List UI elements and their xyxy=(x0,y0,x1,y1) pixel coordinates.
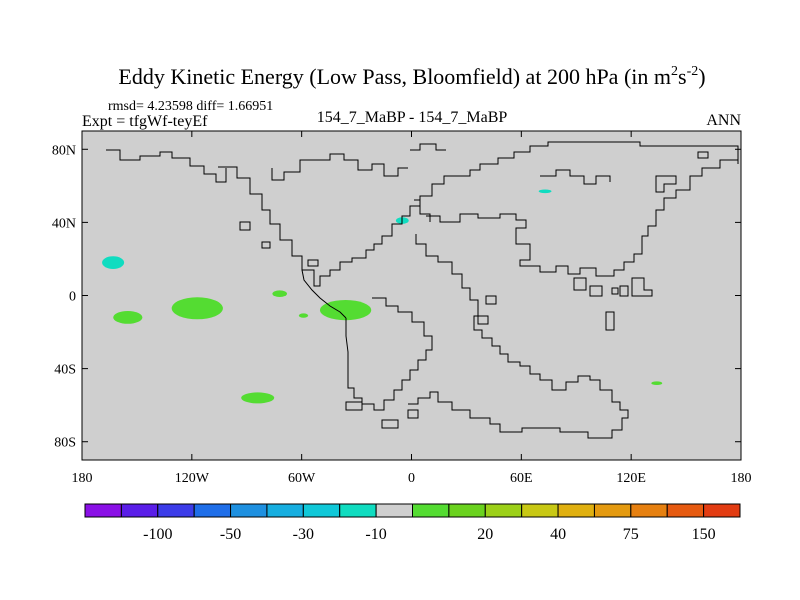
colorbar-box xyxy=(120,503,159,518)
colorbar-box xyxy=(703,503,741,518)
green-blob-tiny-60w xyxy=(298,313,309,318)
green-blob-pacific-1 xyxy=(113,311,143,324)
y-tick-label: 80S xyxy=(54,436,76,451)
title-sup-1: 2 xyxy=(671,64,678,79)
coastline-japan xyxy=(619,277,653,297)
figure-title: Eddy Kinetic Energy (Low Pass, Bloomfiel… xyxy=(118,64,705,89)
coastline-arabia xyxy=(477,295,497,325)
colorbar-box xyxy=(448,503,486,518)
colorbar-box xyxy=(157,503,195,518)
coastline-central-america xyxy=(301,269,347,319)
case-label: 154_7_MaBP - 154_7_MaBP xyxy=(317,109,508,126)
colorbar-label: 75 xyxy=(623,526,639,543)
y-tick-label: 80N xyxy=(52,143,76,158)
x-tick-label: 120E xyxy=(616,471,646,486)
coastline-alaska xyxy=(106,149,227,183)
x-tick-label: 60E xyxy=(510,471,533,486)
green-blob-south-indian xyxy=(651,381,663,386)
colorbar-label: 20 xyxy=(477,526,493,543)
coastline-falklands xyxy=(345,401,363,411)
y-tick-label: 0 xyxy=(69,290,76,305)
x-tick-label: 180 xyxy=(72,471,93,486)
colorbar-label: -50 xyxy=(220,526,241,543)
coastline-iceland xyxy=(239,221,319,267)
colorbar-label: 150 xyxy=(692,526,716,543)
coastline-east-asia xyxy=(540,169,611,185)
colorbar-label: -10 xyxy=(365,526,386,543)
map-panel: 180 120W 60W 0 60E 120E 180 80N 40N 0 40S 80S xyxy=(52,130,752,486)
coastline-kamchatka xyxy=(655,175,677,193)
coastline-arctic-canada xyxy=(271,153,408,181)
x-tick-label: 60W xyxy=(288,471,316,486)
colorbar-label: 40 xyxy=(550,526,566,543)
colorbar-label: -100 xyxy=(143,526,172,543)
colorbar-box xyxy=(666,503,705,518)
colorbar-box xyxy=(521,503,559,518)
y-tick-label: 40N xyxy=(52,216,76,231)
colorbar-box xyxy=(339,503,377,518)
colorbar: -100 -50 -30 -10 20 40 75 150 xyxy=(84,503,741,543)
green-blob-atlantic xyxy=(320,300,372,321)
expt-label: Expt = tfgWf-teyEf xyxy=(82,113,208,130)
coastline-south-america xyxy=(345,297,433,411)
coastline-north-america xyxy=(218,141,739,287)
colorbar-box xyxy=(230,503,268,518)
season-label: ANN xyxy=(706,112,741,129)
cyan-blob-siberia xyxy=(538,189,552,194)
green-blob-pacific-2 xyxy=(171,297,223,320)
x-tick-label: 120W xyxy=(175,471,210,486)
coastline-eurasia xyxy=(426,159,738,277)
colorbar-box xyxy=(375,503,413,518)
title-main: Eddy Kinetic Energy (Low Pass, Bloomfiel… xyxy=(118,64,671,89)
x-tick-label: 0 xyxy=(408,471,415,486)
title-units-s: s xyxy=(678,64,687,89)
green-blob-south-pacific xyxy=(241,392,275,404)
colorbar-box xyxy=(593,503,632,518)
title-close: ) xyxy=(698,64,705,89)
coastline-outlines xyxy=(106,141,739,439)
map-background xyxy=(82,131,741,460)
colorbar-box xyxy=(484,503,523,518)
colorbar-box xyxy=(557,503,595,518)
anomaly-layer xyxy=(102,189,663,404)
y-tick-label: 40S xyxy=(54,363,76,378)
x-axis: 180 120W 60W 0 60E 120E 180 xyxy=(72,131,752,486)
title-sup-2: -2 xyxy=(687,64,699,79)
coastline-mid-lat-coast xyxy=(414,199,431,222)
colorbar-label: -30 xyxy=(293,526,314,543)
rmsd-label: rmsd= 4.23598 diff= 1.66951 xyxy=(108,99,273,114)
coastline-greenland xyxy=(410,143,446,151)
x-tick-label: 180 xyxy=(731,471,752,486)
y-axis: 80N 40N 0 40S 80S xyxy=(52,143,741,451)
colorbar-box xyxy=(302,503,341,518)
colorbar-box xyxy=(84,503,122,518)
green-blob-small-70w xyxy=(272,290,288,298)
coastline-svalbard xyxy=(697,151,709,159)
colorbar-box xyxy=(266,503,304,518)
colorbar-box xyxy=(630,503,668,518)
colorbar-box xyxy=(193,503,232,518)
coastline-se-asia xyxy=(573,277,603,297)
coastline-europe-africa xyxy=(408,234,629,439)
cyan-blob-west-pacific-north xyxy=(102,256,125,269)
colorbar-box xyxy=(412,503,450,518)
coastline-madagascar xyxy=(605,287,619,331)
coastline-antarctic-peninsula xyxy=(381,409,419,429)
